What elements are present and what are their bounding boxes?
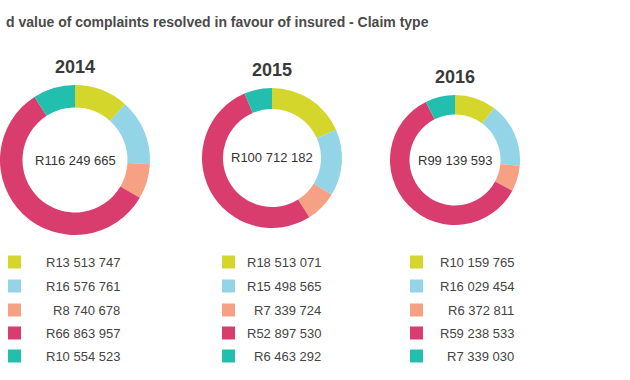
svg-text:2015: 2015 bbox=[252, 60, 292, 80]
svg-text:R13 513 747: R13 513 747 bbox=[46, 255, 120, 270]
svg-text:R6 463 292: R6 463 292 bbox=[254, 349, 321, 364]
svg-text:R15 498 565: R15 498 565 bbox=[247, 279, 321, 294]
svg-text:d value of complaints resolved: d value of complaints resolved in favour… bbox=[6, 14, 429, 30]
svg-text:R16 029 454: R16 029 454 bbox=[440, 279, 514, 294]
svg-text:R66 863 957: R66 863 957 bbox=[46, 326, 120, 341]
svg-text:R116 249 665: R116 249 665 bbox=[35, 153, 116, 168]
svg-text:R52 897 530: R52 897 530 bbox=[247, 326, 321, 341]
svg-text:R7 339 030: R7 339 030 bbox=[447, 349, 514, 364]
svg-text:R10 554 523: R10 554 523 bbox=[46, 349, 120, 364]
svg-text:R16 576 761: R16 576 761 bbox=[46, 279, 120, 294]
svg-text:2014: 2014 bbox=[55, 57, 95, 77]
svg-text:R59 238 533: R59 238 533 bbox=[440, 326, 514, 341]
svg-text:R99 139 593: R99 139 593 bbox=[418, 153, 492, 168]
svg-text:R8 740 678: R8 740 678 bbox=[53, 303, 120, 318]
svg-text:2016: 2016 bbox=[435, 67, 475, 87]
svg-text:R100 712 182: R100 712 182 bbox=[231, 150, 313, 165]
svg-text:R7 339 724: R7 339 724 bbox=[254, 303, 321, 318]
svg-text:R6 372 811: R6 372 811 bbox=[448, 303, 514, 318]
svg-text:R18 513 071: R18 513 071 bbox=[247, 255, 321, 270]
svg-text:R10 159 765: R10 159 765 bbox=[440, 255, 514, 270]
